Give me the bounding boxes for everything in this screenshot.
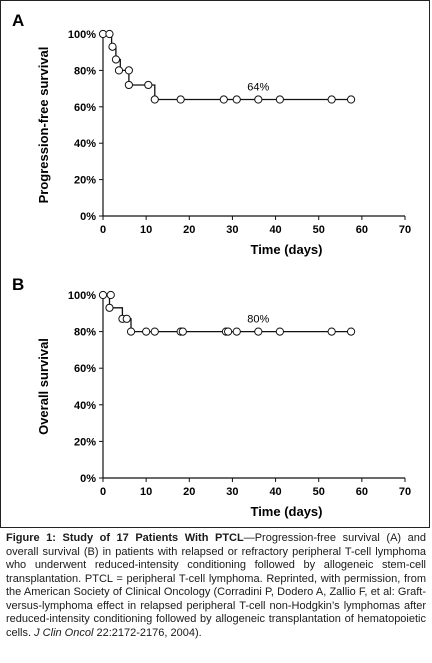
figure-caption: Figure 1: Study of 17 Patients With PTCL… (6, 532, 426, 640)
survival-annotation: 80% (247, 313, 269, 325)
censor-marker (346, 327, 356, 336)
x-axis-title: Time (days) (250, 242, 322, 257)
censor-marker (106, 290, 115, 300)
censor-marker (275, 327, 284, 336)
x-tick-label: 40 (269, 486, 281, 498)
y-axis-title: Overall survival (36, 338, 51, 435)
y-tick-label: 100% (68, 290, 96, 302)
censor-marker (327, 327, 336, 336)
x-tick-label: 10 (140, 486, 152, 498)
y-tick-label: 80% (74, 327, 96, 339)
censor-marker (108, 42, 117, 51)
y-axis-title: Progression-free survival (36, 47, 51, 204)
censor-marker (144, 80, 153, 90)
censor-marker (150, 95, 159, 104)
x-tick-label: 70 (399, 486, 411, 498)
caption-citation-end: 22:2172-2176, 2004). (93, 626, 202, 639)
censor-marker (275, 95, 284, 104)
x-tick-label: 40 (269, 224, 281, 236)
chart-panel-b: B 0% 20% 40% 60% 80% 100% 0 10 20 30 40 50 60 70 Time (… (12, 275, 411, 519)
y-tick-label: 20% (74, 436, 96, 448)
x-tick-label: 30 (226, 486, 238, 498)
censor-marker (327, 95, 336, 104)
x-tick-label: 70 (399, 224, 411, 236)
censor-marker (346, 95, 356, 104)
y-tick-label: 60% (74, 102, 96, 114)
censor-marker (122, 314, 131, 323)
x-axis-title: Time (days) (250, 504, 322, 519)
survival-annotation: 64% (247, 81, 269, 93)
censor-marker (142, 327, 151, 336)
y-tick-label: 20% (74, 175, 96, 187)
censor-marker (124, 80, 133, 90)
survival-curve (103, 33, 352, 101)
censor-marker (176, 95, 185, 104)
censor-marker (232, 95, 241, 104)
censor-marker (150, 327, 159, 336)
x-tick-label: 0 (100, 224, 106, 236)
plot-frame (0, 0, 430, 528)
censor-marker (105, 29, 114, 39)
censor-marker (111, 55, 121, 64)
x-tick-label: 20 (183, 486, 195, 498)
y-tick-label: 0% (80, 211, 96, 223)
survival-curve (103, 294, 352, 333)
x-tick-label: 30 (226, 224, 238, 236)
x-tick-label: 0 (100, 486, 106, 498)
x-tick-label: 50 (313, 224, 325, 236)
censor-marker (126, 327, 136, 336)
y-tick-label: 0% (80, 473, 96, 485)
x-tick-label: 60 (356, 486, 368, 498)
censor-marker (105, 303, 114, 312)
caption-body: —Progression-free survival (A) and overa… (6, 532, 426, 639)
censor-marker (254, 327, 263, 336)
censor-marker (124, 66, 133, 75)
censor-marker (178, 327, 187, 336)
x-tick-label: 50 (313, 486, 325, 498)
censor-marker (98, 290, 108, 300)
censor-marker (219, 95, 228, 104)
x-tick-label: 10 (140, 224, 152, 236)
censor-marker (224, 327, 233, 336)
censor-marker (232, 327, 241, 336)
censor-marker (254, 95, 263, 104)
y-tick-label: 40% (74, 400, 96, 412)
chart-panel-a: A 0% 20% 40% 60% 80% 100% 0 10 20 30 40 50 60 70 Time (… (12, 11, 411, 257)
y-tick-label: 100% (68, 29, 96, 41)
censor-marker (114, 66, 124, 75)
caption-title: Figure 1: Study of 17 Patients With PTCL (6, 532, 244, 544)
y-tick-label: 40% (74, 138, 96, 150)
x-tick-label: 60 (356, 224, 368, 236)
y-tick-label: 80% (74, 65, 96, 77)
x-tick-label: 20 (183, 224, 195, 236)
panel-label: B (12, 275, 24, 294)
caption-journal: J Clin Oncol (34, 626, 94, 639)
y-tick-label: 60% (74, 363, 96, 375)
panel-label: A (12, 11, 24, 30)
